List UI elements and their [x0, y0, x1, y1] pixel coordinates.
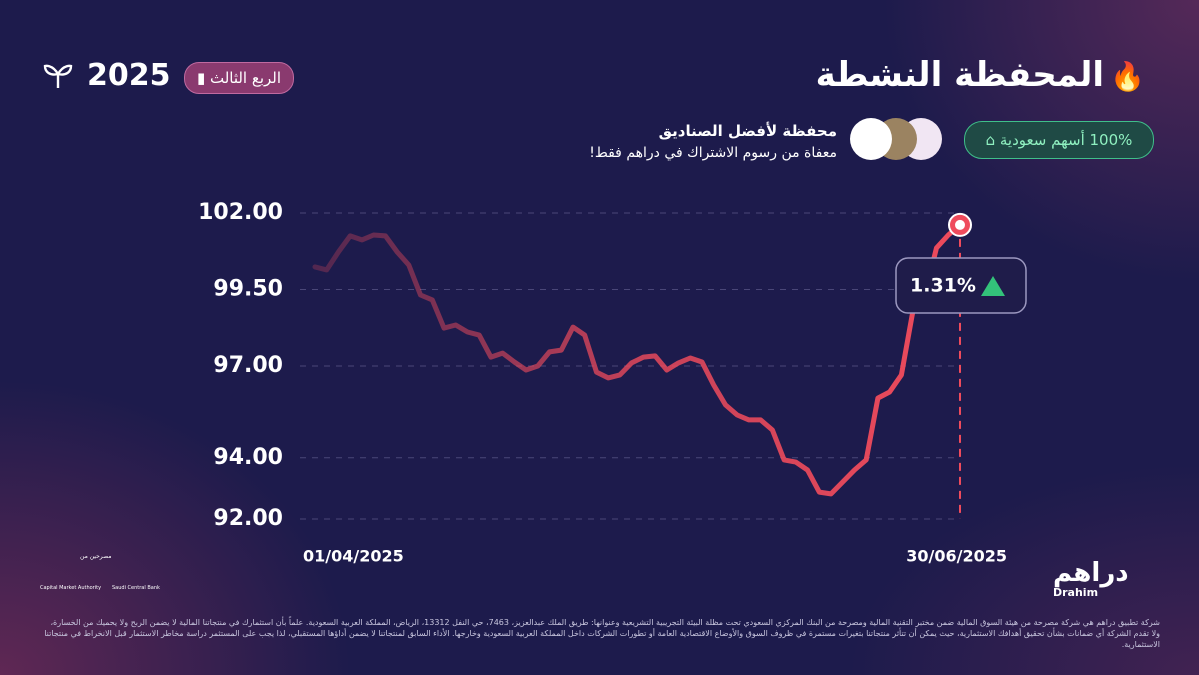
y-tick-label: 92.00 [213, 506, 283, 531]
title: المحفظة النشطة [815, 55, 1104, 95]
y-tick-label: 97.00 [213, 353, 283, 378]
brand-name: دراهم [1053, 558, 1129, 588]
line [312, 222, 963, 497]
regulators-label: مصرحين من [80, 553, 112, 560]
brand-latin: Drahim [1053, 586, 1099, 599]
fund-logos [850, 118, 945, 160]
y-tick-label: 99.50 [213, 277, 283, 302]
year: 2025 [87, 58, 171, 93]
callout-box [895, 257, 1027, 314]
y-tick-label: 102.00 [198, 200, 283, 225]
up-arrow [981, 276, 1005, 296]
headline: محفظة لأفضل الصناديق [658, 122, 837, 140]
subline: معفاة من رسوم الاشتراك في دراهم فقط! [589, 145, 837, 161]
quarter: الربع الثالث [209, 69, 282, 87]
saudi-label: 100% أسهم سعودية [999, 131, 1133, 149]
x-tick-label: 30/06/2025 [906, 547, 1007, 566]
end-point-core [955, 219, 965, 230]
saudi-tag: 100% أسهم سعودية ⌂ [964, 121, 1154, 159]
quarter-badge: الربع الثالث ▮ [184, 62, 294, 94]
change-callout: 1.31% [895, 257, 1027, 314]
x-tick-label: 01/04/2025 [303, 547, 404, 566]
sama-label: Saudi Central Bank [112, 585, 160, 591]
y-tick-label: 94.00 [213, 445, 283, 470]
disclaimer: شركة تطبيق دراهم هي شركة مصرحة من هيئة ا… [44, 618, 1160, 649]
plant-icon [43, 64, 73, 88]
fire-icon: 🔥 [1110, 60, 1145, 93]
cma-label: Capital Market Authority [40, 585, 102, 591]
change-value: 1.31% [910, 275, 976, 297]
